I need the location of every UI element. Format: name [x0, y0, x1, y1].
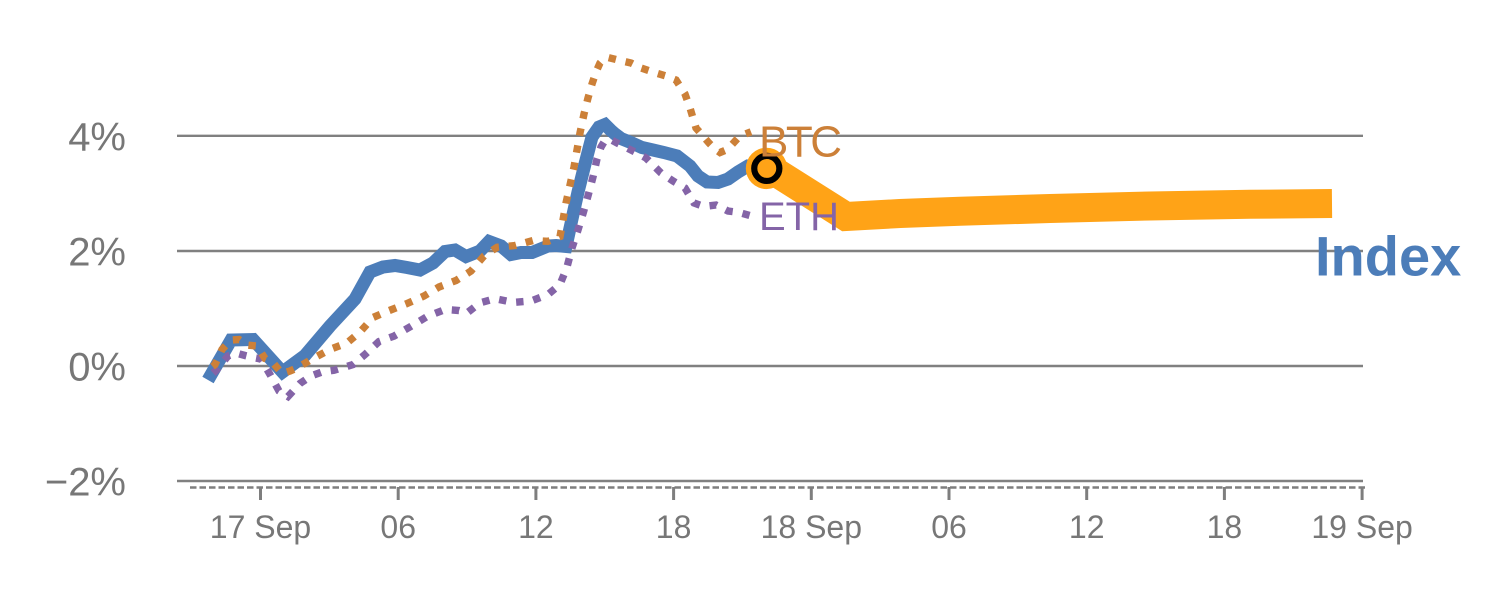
svg-text:0%: 0%	[68, 346, 126, 390]
svg-text:12: 12	[518, 509, 554, 545]
svg-text:BTC: BTC	[759, 118, 841, 167]
svg-text:12: 12	[1069, 509, 1105, 545]
svg-text:18: 18	[656, 509, 692, 545]
svg-text:17 Sep: 17 Sep	[210, 509, 311, 545]
svg-text:18 Sep: 18 Sep	[761, 509, 862, 545]
svg-text:4%: 4%	[68, 115, 126, 159]
svg-text:−2%: −2%	[45, 461, 126, 505]
svg-text:2%: 2%	[68, 231, 126, 275]
svg-text:ETH: ETH	[759, 195, 839, 239]
svg-text:06: 06	[380, 509, 416, 545]
svg-text:18: 18	[1207, 509, 1243, 545]
svg-text:Index: Index	[1315, 225, 1461, 288]
svg-text:06: 06	[931, 509, 967, 545]
svg-text:19 Sep: 19 Sep	[1311, 509, 1412, 545]
